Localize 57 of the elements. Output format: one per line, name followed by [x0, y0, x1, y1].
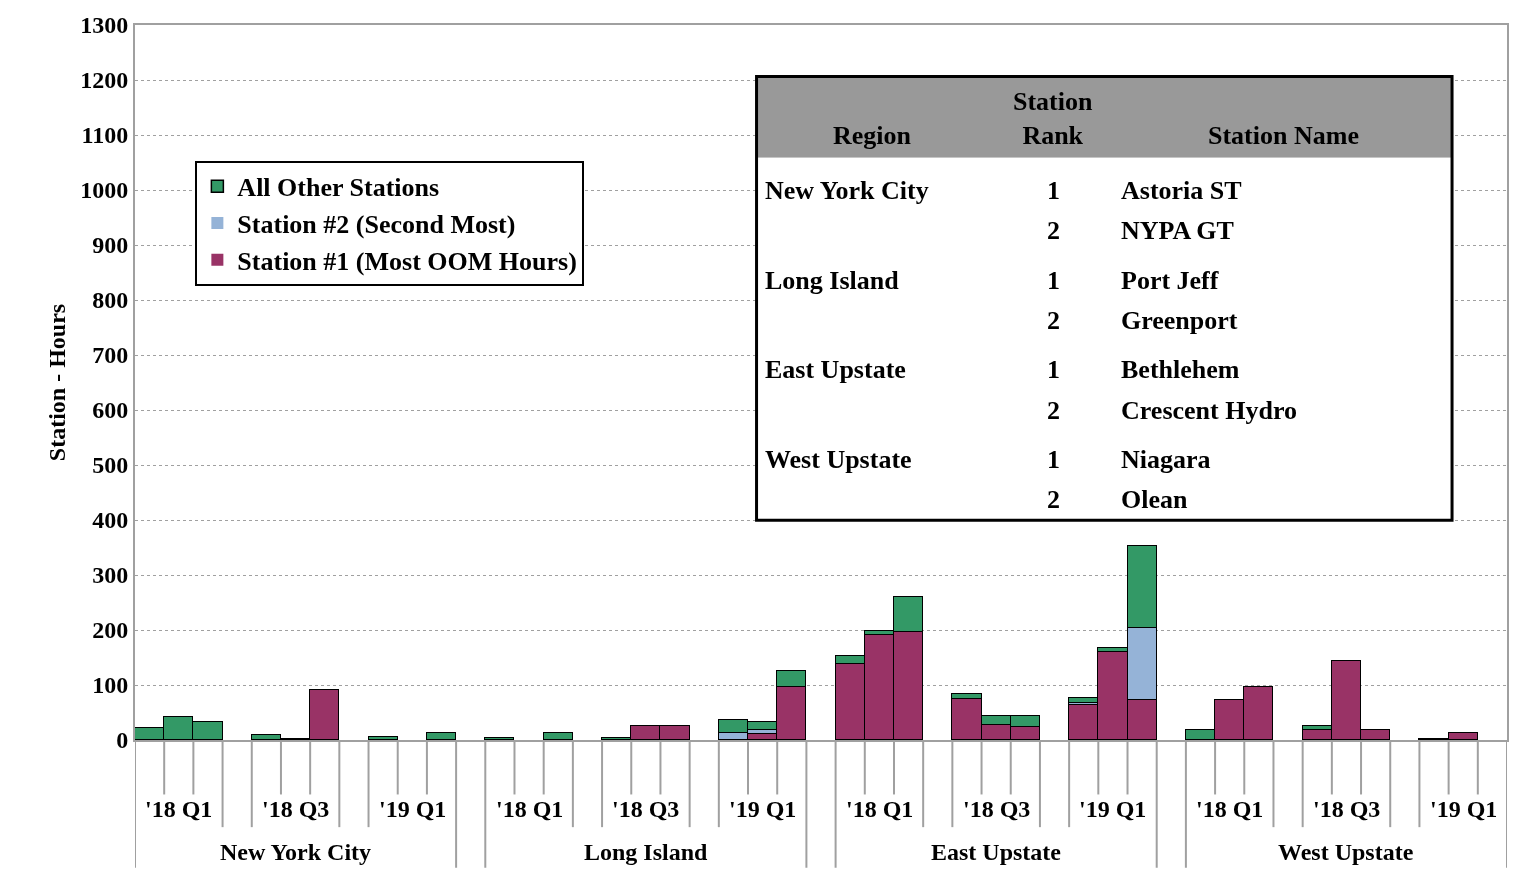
- text: '18 Q3: [612, 796, 680, 822]
- text: '19 Q1: [1079, 796, 1147, 822]
- text: '18 Q3: [262, 796, 330, 822]
- category-label: Station Rank: [1013, 87, 1093, 150]
- annotation: 2: [1047, 396, 1060, 425]
- y-tick-label: 300: [92, 562, 129, 589]
- annotation: 1: [1047, 355, 1060, 384]
- text: '18 Q1: [496, 796, 564, 822]
- y-tick-label: 1000: [80, 177, 129, 204]
- annotation: Bethlehem: [1121, 355, 1240, 384]
- text: East Upstate: [931, 839, 1062, 865]
- text: '18 Q3: [1313, 796, 1381, 822]
- annotation: 2: [1047, 306, 1060, 335]
- annotation: Port Jeff: [1121, 266, 1219, 295]
- annotation: Niagara: [1121, 445, 1211, 474]
- category-label: Station Name: [1208, 121, 1359, 150]
- category-label: Region: [833, 121, 912, 150]
- annotation: 2: [1047, 485, 1060, 514]
- legend-label: All Other Stations: [237, 173, 440, 203]
- y-tick-label: 0: [116, 727, 129, 754]
- annotation: Greenport: [1121, 306, 1238, 335]
- text: '19 Q1: [1430, 796, 1498, 822]
- y-tick-label: 200: [92, 617, 129, 644]
- annotation: Olean: [1121, 485, 1188, 514]
- y-tick-label: 900: [92, 232, 129, 259]
- y-tick-label: 700: [92, 342, 129, 369]
- y-tick-label: 800: [92, 287, 129, 314]
- annotation: New York City: [765, 176, 929, 205]
- text: '18 Q1: [145, 796, 213, 822]
- annotation: 1: [1047, 266, 1060, 295]
- y-tick-label: 500: [92, 452, 129, 479]
- y-tick-label: 100: [92, 672, 129, 699]
- annotation: 1: [1047, 176, 1060, 205]
- text: New York City: [220, 839, 372, 865]
- y-tick-label: 400: [92, 507, 129, 534]
- y-tick-label: 1100: [81, 122, 129, 149]
- text: '19 Q1: [729, 796, 797, 822]
- text: '19 Q1: [379, 796, 447, 822]
- text: '18 Q1: [846, 796, 914, 822]
- y-tick-label: 1300: [80, 12, 129, 39]
- annotation: Crescent Hydro: [1121, 396, 1297, 425]
- annotation: East Upstate: [765, 355, 906, 384]
- legend-label: Station #2 (Second Most): [237, 210, 516, 240]
- annotation: 2: [1047, 216, 1060, 245]
- annotation: NYPA GT: [1121, 216, 1234, 245]
- annotation: Astoria ST: [1121, 176, 1242, 205]
- annotation: 1: [1047, 445, 1060, 474]
- y-axis-title: Station - Hours: [43, 303, 70, 462]
- text: '18 Q1: [1196, 796, 1264, 822]
- annotation: Long Island: [765, 266, 900, 295]
- y-tick-label: 600: [92, 397, 129, 424]
- text: Long Island: [584, 839, 709, 865]
- y-tick-label: 1200: [80, 67, 129, 94]
- text: West Upstate: [1278, 839, 1414, 865]
- text: '18 Q3: [963, 796, 1031, 822]
- legend-label: Station #1 (Most OOM Hours): [237, 246, 577, 276]
- annotation: West Upstate: [765, 445, 912, 474]
